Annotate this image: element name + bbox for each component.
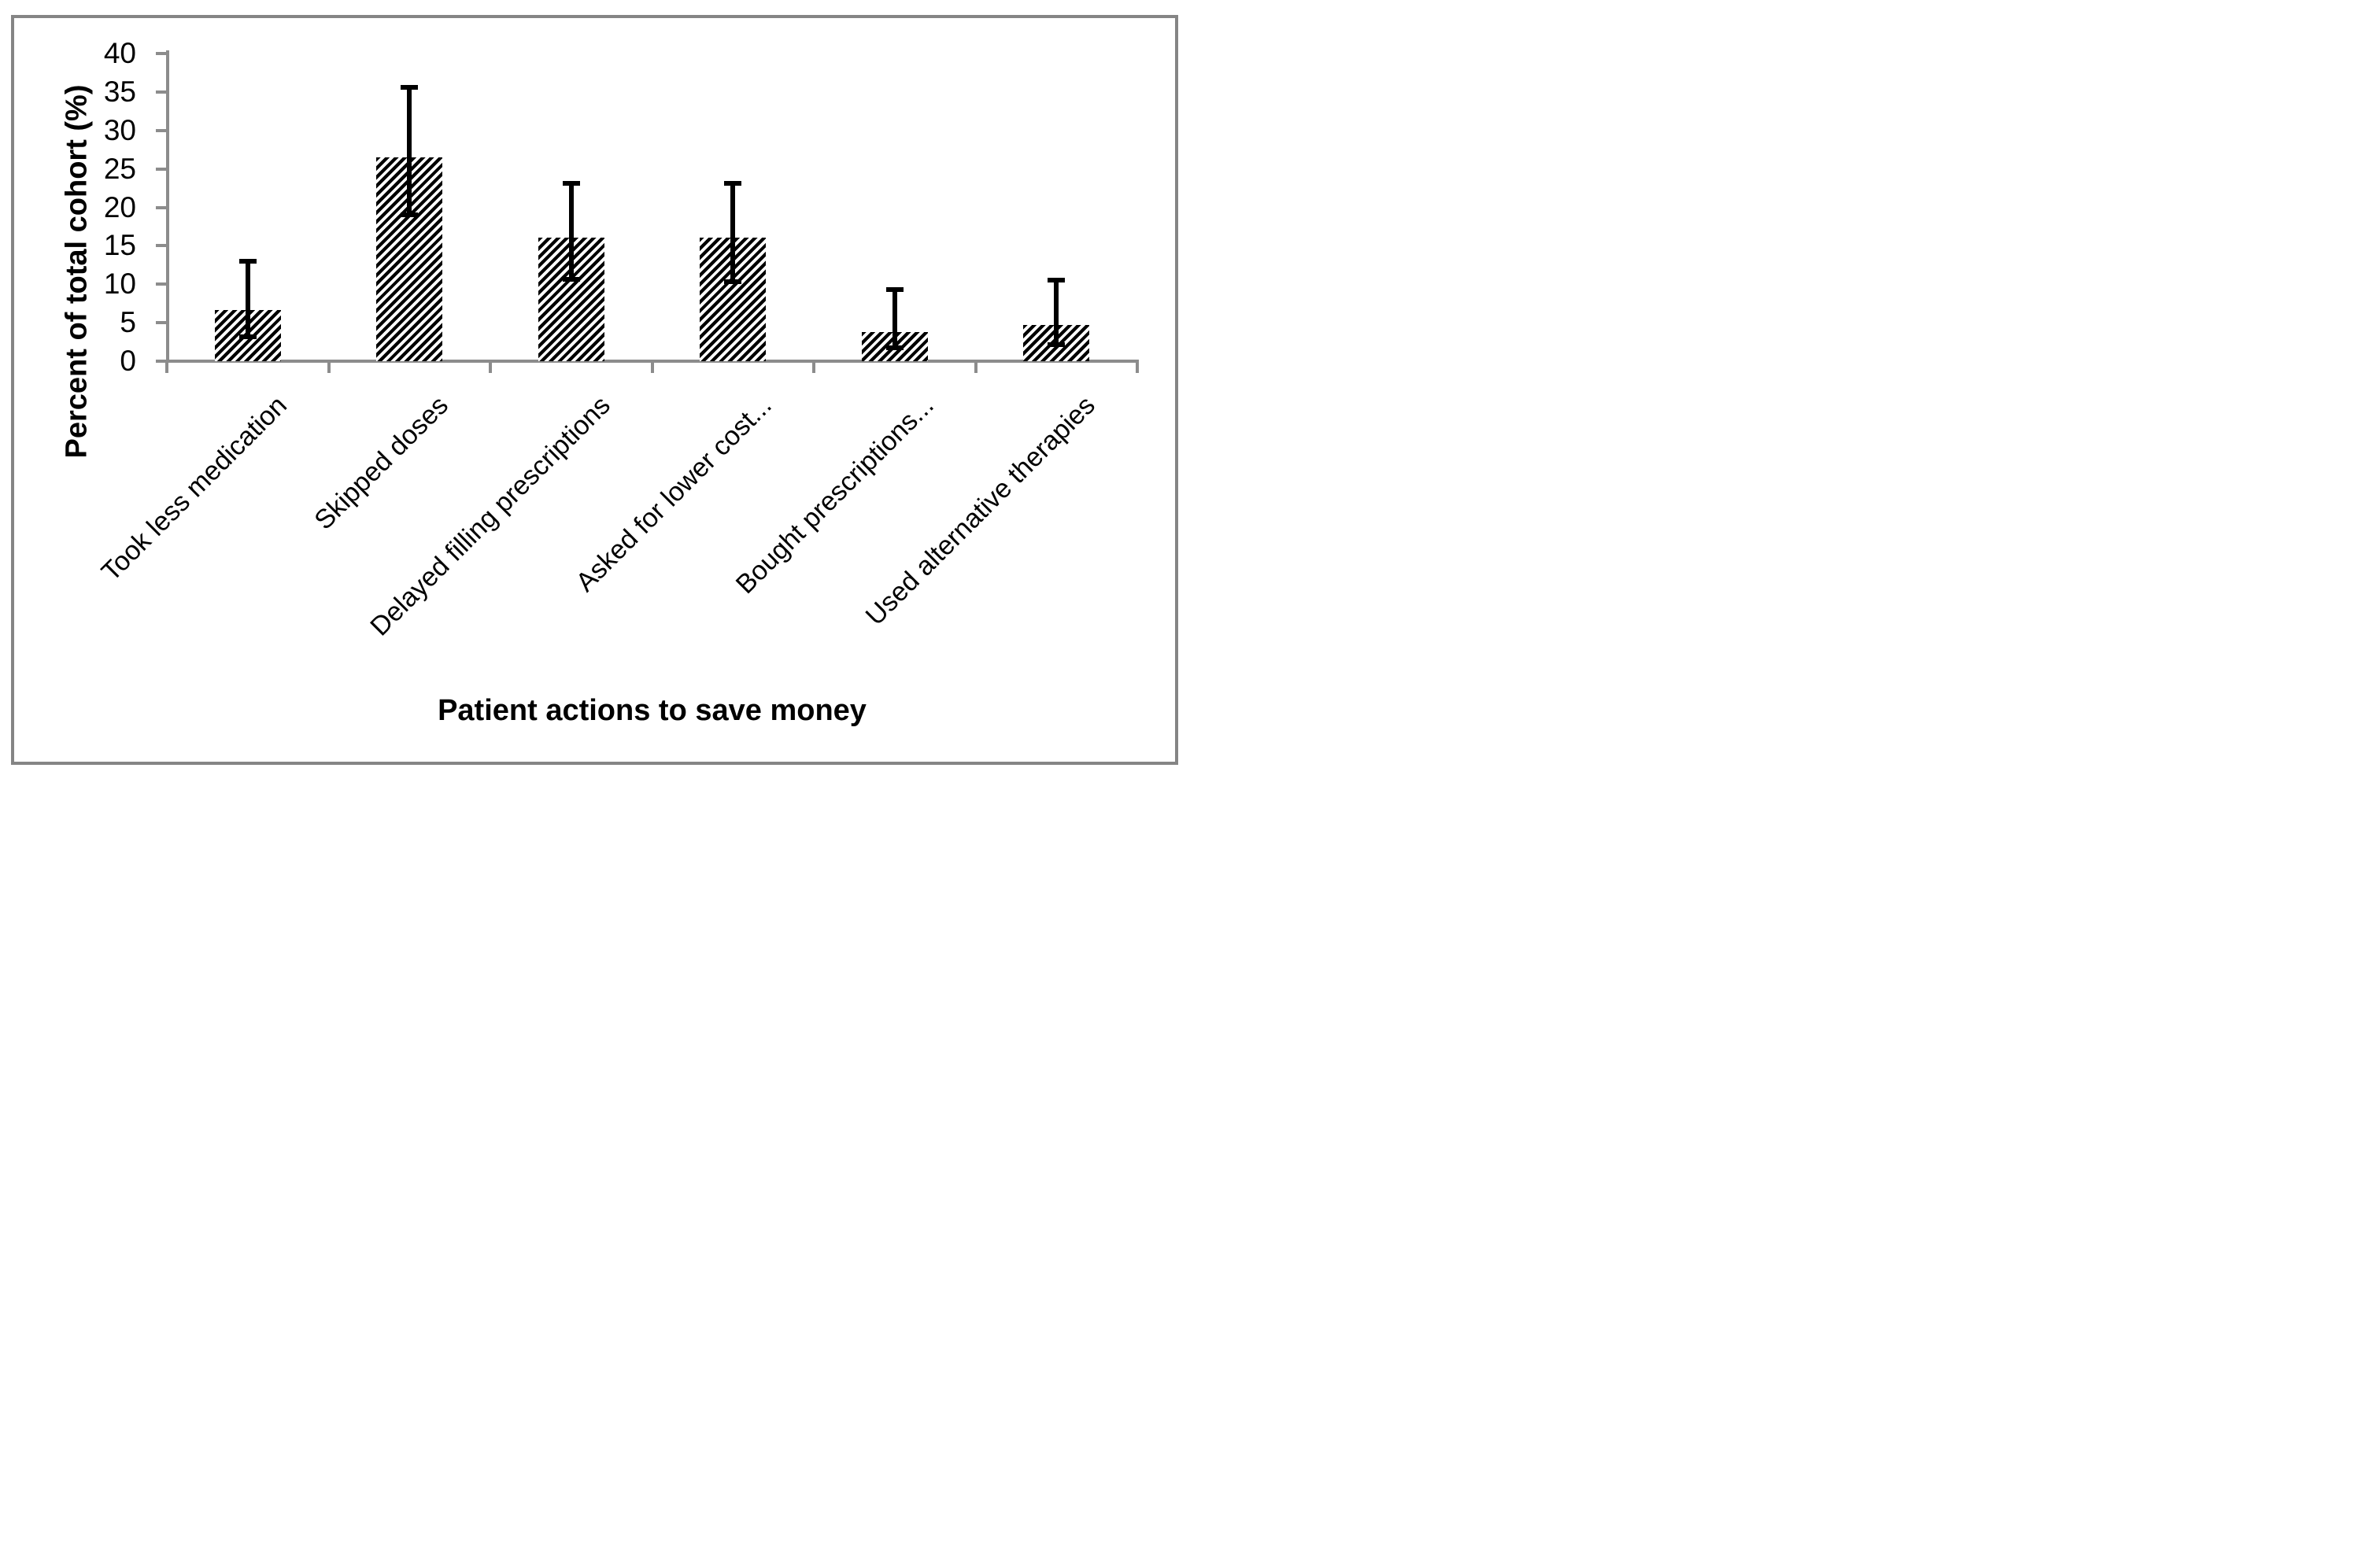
y-tick-label: 15	[103, 229, 136, 262]
y-tick-label: 25	[103, 152, 136, 185]
error-bar-cap-bottom	[724, 279, 742, 285]
y-tick-label: 10	[103, 268, 136, 301]
x-axis-tick	[812, 360, 815, 373]
y-tick-label: 0	[120, 345, 136, 377]
error-bar-cap-top	[724, 181, 742, 186]
error-bar-stem	[1054, 280, 1059, 345]
error-bar-cap-bottom	[238, 334, 257, 339]
error-bar-cap-top	[885, 287, 904, 293]
y-tick-label: 5	[120, 306, 136, 339]
error-bar-cap-top	[401, 85, 419, 90]
error-bar-cap-top	[238, 258, 257, 264]
x-axis-tick	[974, 360, 978, 373]
x-axis-tick	[165, 360, 168, 373]
error-bar-cap-bottom	[1048, 342, 1066, 348]
y-axis-tick	[156, 321, 167, 325]
y-axis-tick	[156, 205, 167, 209]
error-bar-cap-top	[562, 181, 580, 186]
error-bar-stem	[730, 183, 736, 282]
y-tick-label: 20	[103, 190, 136, 223]
error-bar-cap-bottom	[401, 212, 419, 218]
error-bar-cap-bottom	[562, 277, 580, 282]
chart-frame	[11, 15, 1178, 765]
y-axis-tick	[156, 90, 167, 94]
x-axis-tick	[1136, 360, 1139, 373]
y-axis-tick	[156, 167, 167, 171]
x-axis-tick	[327, 360, 331, 373]
y-axis-tick	[156, 128, 167, 132]
y-axis-tick	[156, 360, 167, 363]
x-axis-title: Patient actions to save money	[438, 694, 867, 727]
error-bar-cap-top	[1048, 278, 1066, 283]
error-bar-stem	[568, 183, 574, 280]
y-tick-label: 40	[103, 37, 136, 69]
error-bar-stem	[892, 290, 897, 349]
y-tick-label: 35	[103, 75, 136, 108]
y-axis-line	[166, 50, 169, 363]
y-axis-tick	[156, 52, 167, 55]
y-tick-label: 30	[103, 113, 136, 146]
error-bar-stem	[245, 260, 250, 337]
chart-page: Percent of total cohort (%) Patient acti…	[0, 0, 1190, 779]
x-axis-tick	[489, 360, 492, 373]
error-bar-stem	[407, 87, 412, 216]
x-axis-tick	[650, 360, 654, 373]
error-bar-cap-bottom	[885, 345, 904, 351]
y-axis-tick	[156, 282, 167, 286]
y-axis-tick	[156, 244, 167, 248]
